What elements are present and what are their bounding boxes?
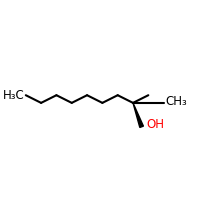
Text: CH₃: CH₃	[165, 95, 187, 108]
Text: H₃C: H₃C	[3, 89, 25, 102]
Polygon shape	[133, 103, 143, 127]
Text: OH: OH	[146, 118, 164, 131]
